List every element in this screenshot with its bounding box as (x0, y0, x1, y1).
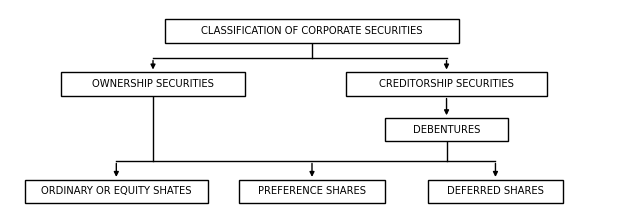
Text: CLASSIFICATION OF CORPORATE SECURITIES: CLASSIFICATION OF CORPORATE SECURITIES (202, 26, 422, 36)
FancyBboxPatch shape (428, 180, 563, 203)
Text: ORDINARY OR EQUITY SHATES: ORDINARY OR EQUITY SHATES (41, 186, 192, 196)
FancyBboxPatch shape (238, 180, 386, 203)
FancyBboxPatch shape (165, 19, 459, 43)
FancyBboxPatch shape (61, 72, 245, 96)
Text: OWNERSHIP SECURITIES: OWNERSHIP SECURITIES (92, 79, 214, 89)
Text: DEFERRED SHARES: DEFERRED SHARES (447, 186, 544, 196)
Text: CREDITORSHIP SECURITIES: CREDITORSHIP SECURITIES (379, 79, 514, 89)
FancyBboxPatch shape (346, 72, 547, 96)
Text: DEBENTURES: DEBENTURES (413, 125, 480, 135)
FancyBboxPatch shape (386, 118, 508, 141)
FancyBboxPatch shape (24, 180, 208, 203)
Text: PREFERENCE SHARES: PREFERENCE SHARES (258, 186, 366, 196)
